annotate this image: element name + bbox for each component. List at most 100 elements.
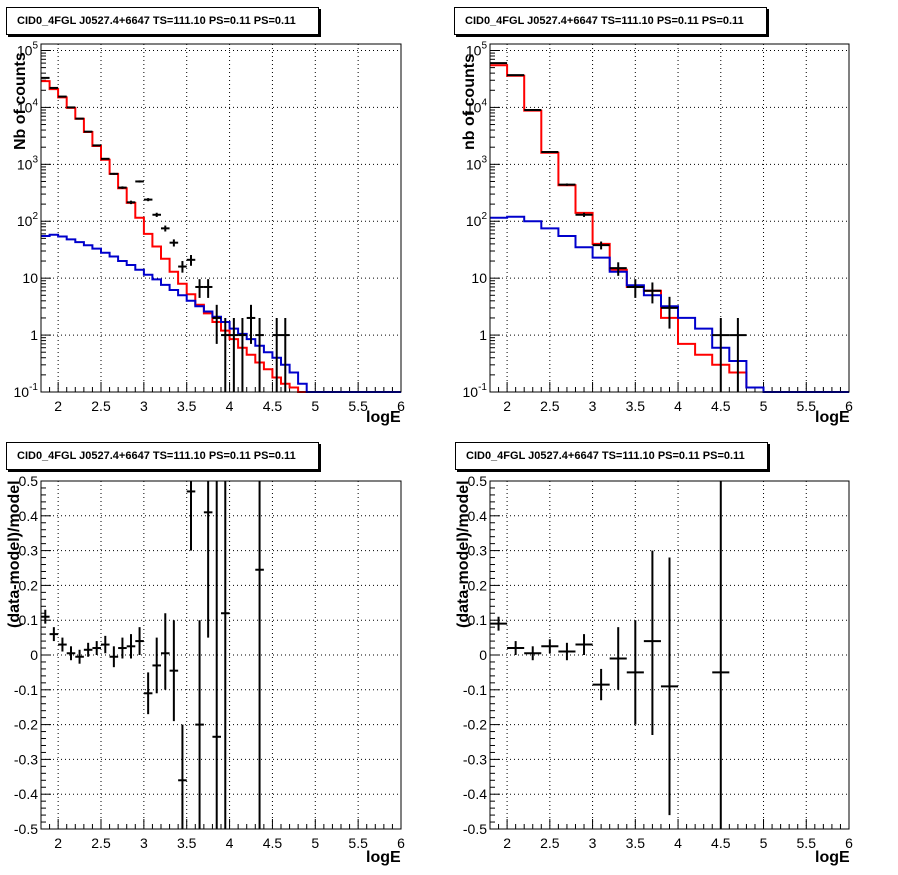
data-point [541, 150, 559, 153]
residual-point [212, 481, 221, 829]
residual-point [143, 672, 153, 715]
residual-point [75, 649, 84, 664]
source-model-histogram [41, 233, 401, 393]
data-point [118, 186, 127, 189]
chart-title: CID0_4FGL J0527.4+6647 TS=111.10 PS=0.11… [6, 442, 319, 470]
x-tick-label: 4.5 [711, 398, 731, 414]
x-tick-label: 5.5 [348, 398, 368, 414]
residual-point [575, 634, 593, 655]
y-tick-label: 0.1 [468, 612, 488, 628]
y-tick-label: 10-1 [463, 382, 488, 400]
residual-point [507, 641, 525, 655]
data-point [186, 255, 196, 266]
residual-point [626, 620, 644, 725]
residual-point [66, 646, 76, 661]
residual-point [49, 627, 59, 642]
x-tick-label: 4 [674, 835, 682, 851]
residual-point [186, 481, 196, 551]
x-tick-label: 5 [311, 398, 319, 414]
data-point [524, 109, 542, 112]
x-tick-label: 6 [397, 398, 405, 414]
y-tick-label: 0.1 [19, 612, 39, 628]
data-point [135, 180, 144, 183]
data-point [729, 317, 747, 392]
x-tick-label: 2 [503, 835, 511, 851]
x-tick-label: 4 [674, 398, 682, 414]
data-point [272, 317, 281, 392]
x-tick-label: 3 [589, 398, 597, 414]
y-tick-label: -0.2 [463, 717, 487, 733]
x-tick-label: 6 [845, 835, 853, 851]
x-tick-label: 5.5 [797, 398, 817, 414]
x-tick-label: 4.5 [263, 398, 283, 414]
x-tick-label: 5 [760, 398, 768, 414]
residual-point [203, 481, 213, 638]
y-tick-label: 102 [17, 211, 39, 229]
plot-frame [40, 480, 402, 830]
data-point [195, 279, 204, 298]
x-tick-label: 2.5 [540, 398, 560, 414]
x-tick-label: 5 [311, 835, 319, 851]
residual-point [178, 724, 187, 829]
residual-point [109, 646, 119, 668]
chart-svg: 2 2.5 3 3.5 4 4.5 5 5.5 6 10-1 1 10 102 103 104 105 [14, 40, 406, 414]
y-tick-label: 104 [17, 97, 39, 115]
y-tick-label: 102 [466, 211, 488, 229]
x-tick-label: 2 [54, 835, 62, 851]
y-tick-label: 0.5 [19, 473, 39, 489]
y-tick-label: 104 [466, 97, 488, 115]
data-point [101, 157, 110, 160]
chart-svg: 2 2.5 3 3.5 4 4.5 5 5.5 6 10-1 1 10 102 103 104 105 [463, 40, 854, 414]
x-tick-label: 2 [54, 398, 62, 414]
y-tick-label: 103 [466, 154, 488, 172]
plot-frame [489, 43, 850, 393]
x-tick-label: 2.5 [91, 398, 111, 414]
data-point [109, 172, 119, 175]
x-tick-label: 5 [760, 835, 768, 851]
residual-point [92, 641, 101, 655]
x-tick-label: 6 [397, 835, 405, 851]
y-tick-label: 10-1 [14, 382, 39, 400]
data-point [92, 144, 101, 147]
data-point [246, 304, 256, 344]
x-tick-label: 3.5 [177, 398, 197, 414]
y-axis-label: nb of counts [461, 54, 478, 150]
residual-point [41, 609, 50, 624]
y-tick-label: 0 [30, 647, 38, 663]
y-axis-label: (data-model)/model [455, 480, 472, 628]
x-tick-label: 5.5 [348, 835, 368, 851]
x-tick-label: 3.5 [177, 835, 197, 851]
x-axis-label: logE [815, 849, 850, 866]
x-tick-label: 4.5 [711, 835, 731, 851]
y-tick-label: -0.3 [14, 751, 38, 767]
data-point [221, 317, 230, 392]
data-point [712, 317, 730, 392]
residual-point [152, 637, 161, 694]
chart-svg: 2 2.5 3 3.5 4 4.5 5 5.5 6 -0.5 -0.4 -0.3 -0.2 -0.1 0 0.… [14, 473, 405, 851]
x-tick-label: 4.5 [263, 835, 283, 851]
y-tick-label: -0.1 [463, 682, 487, 698]
y-tick-label: -0.5 [14, 821, 38, 837]
residual-point [101, 635, 110, 654]
data-point [592, 241, 610, 250]
data-point [575, 212, 593, 217]
data-point [229, 317, 239, 392]
residual-point [221, 481, 230, 829]
chart-pad-spectrum-left: 2 2.5 3 3.5 4 4.5 5 5.5 6 10-1 1 10 102 103 104 105 CID… [0, 0, 449, 437]
data-point [212, 304, 221, 344]
y-tick-label: 0.4 [19, 508, 39, 524]
chart-pad-residuals-right: 2 2.5 3 3.5 4 4.5 5 5.5 6 -0.5 -0.4 -0.3 -0.2 -0.1 0 0.… [449, 438, 898, 875]
data-point [609, 262, 627, 276]
y-tick-label: 1 [479, 327, 487, 343]
chart-title: CID0_4FGL J0527.4+6647 TS=111.10 PS=0.11… [6, 7, 319, 35]
y-tick-label: -0.5 [463, 821, 487, 837]
y-tick-label: -0.3 [463, 751, 487, 767]
y-tick-label: 0.5 [468, 473, 488, 489]
y-tick-label: -0.4 [463, 786, 487, 802]
residual-point [58, 637, 67, 652]
y-tick-label: 0.3 [19, 543, 39, 559]
residual-point [255, 481, 264, 829]
x-tick-label: 3 [589, 835, 597, 851]
residual-point [660, 557, 679, 816]
data-point [152, 212, 161, 217]
